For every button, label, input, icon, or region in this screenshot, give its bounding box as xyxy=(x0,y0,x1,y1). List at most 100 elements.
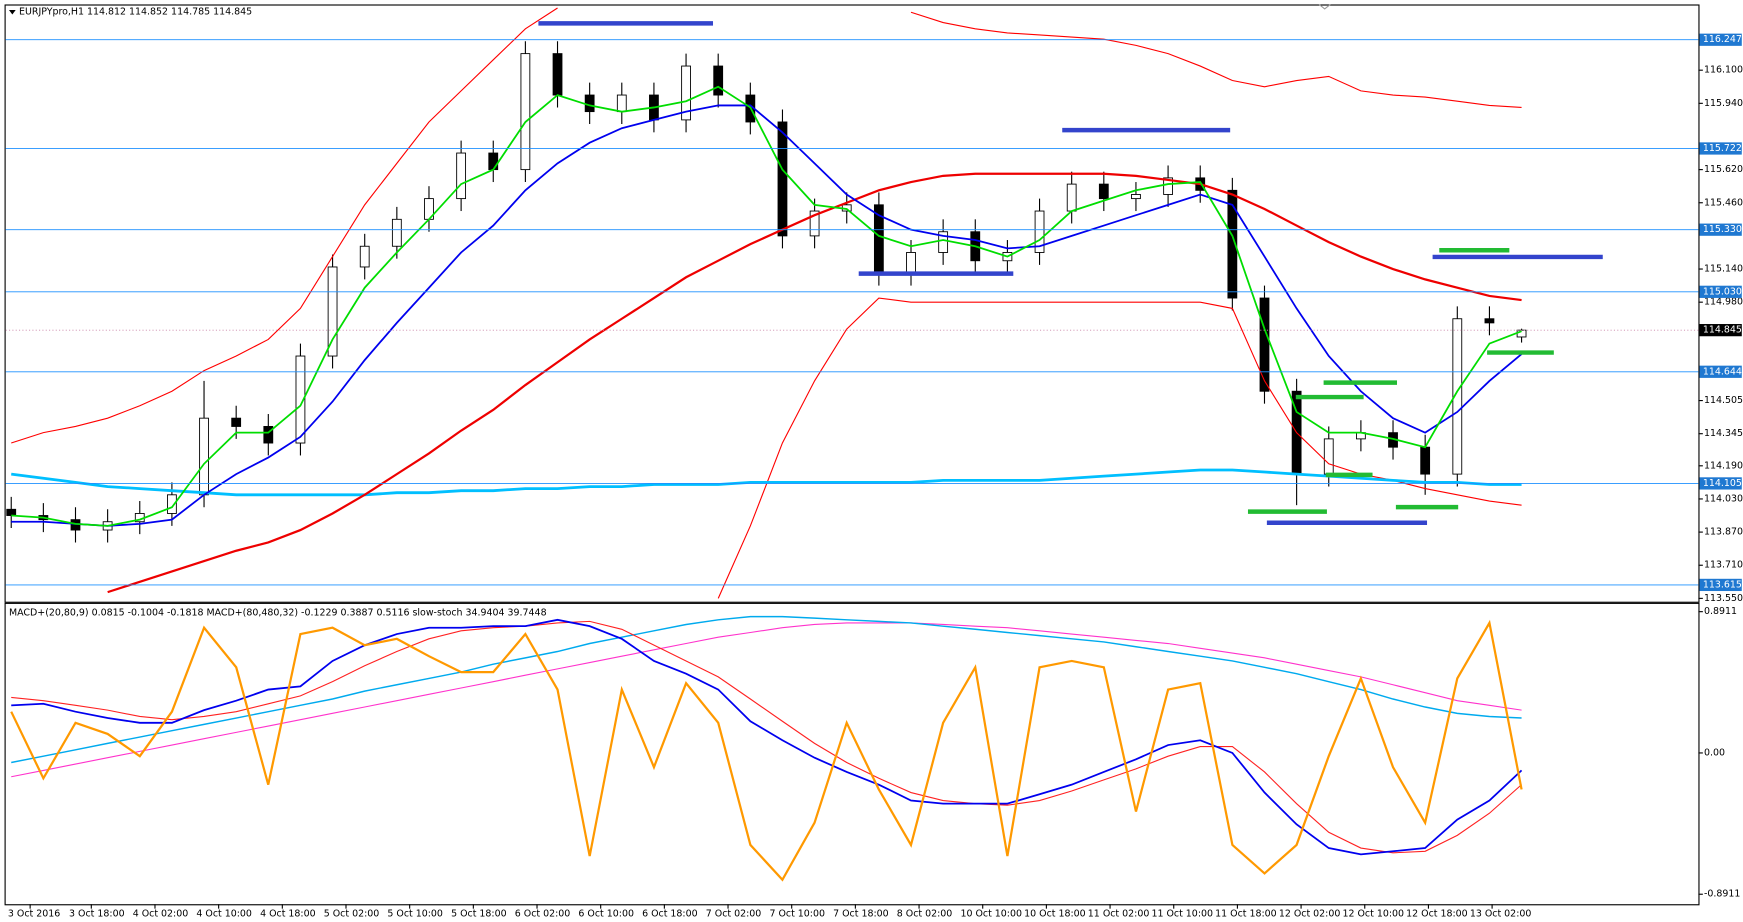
y-tick-label: 113.550 xyxy=(1704,593,1743,604)
x-tick-label: 6 Oct 10:00 xyxy=(578,909,634,920)
bid-label-box xyxy=(1699,324,1742,337)
y-tick-label: 116.100 xyxy=(1704,65,1743,76)
indicator-line xyxy=(11,622,1522,778)
x-tick-label: 12 Oct 10:00 xyxy=(1343,909,1405,920)
indicator-line xyxy=(910,11,1522,108)
candle-body xyxy=(295,355,306,444)
y-tick-label: 114.345 xyxy=(1704,428,1743,439)
y-tick-label: 115.620 xyxy=(1704,164,1743,175)
x-tick-label: 5 Oct 10:00 xyxy=(387,909,443,920)
y-tick-label: -0.8911 xyxy=(1704,889,1740,900)
y-tick-label: 115.940 xyxy=(1704,98,1743,109)
level-label-box xyxy=(1699,142,1742,155)
candle-body xyxy=(263,426,274,444)
level-label-box xyxy=(1699,223,1742,236)
x-tick-label: 12 Oct 18:00 xyxy=(1406,909,1468,920)
x-tick-label: 12 Oct 02:00 xyxy=(1279,909,1341,920)
x-tick-label: 10 Oct 18:00 xyxy=(1024,909,1086,920)
x-tick-label: 4 Oct 10:00 xyxy=(196,909,252,920)
indicator-line xyxy=(10,619,1523,882)
indicator-line xyxy=(11,618,1523,856)
candle-body xyxy=(231,417,242,427)
candle-body xyxy=(1420,446,1431,475)
candle-body xyxy=(616,94,627,113)
y-tick-label: 114.190 xyxy=(1704,460,1743,471)
chart-title: EURJPYpro,H1 114.812 114.852 114.785 114… xyxy=(19,7,252,18)
indicator-panel-frame xyxy=(4,602,1700,906)
candle-body xyxy=(1098,183,1109,200)
x-tick-label: 8 Oct 02:00 xyxy=(897,909,953,920)
level-label: 114.105 xyxy=(1703,478,1742,489)
candle-body xyxy=(456,152,467,200)
level-label: 115.030 xyxy=(1703,286,1742,297)
x-tick-label: 5 Oct 02:00 xyxy=(324,909,380,920)
candle-body xyxy=(391,218,402,247)
level-label-box xyxy=(1699,477,1742,490)
level-label: 116.247 xyxy=(1703,34,1742,45)
candle-body xyxy=(1163,177,1173,195)
x-tick-label: 7 Oct 10:00 xyxy=(769,909,825,920)
y-tick-label: 114.980 xyxy=(1704,297,1743,308)
x-tick-label: 4 Oct 18:00 xyxy=(260,909,316,920)
level-label-box xyxy=(1699,285,1742,298)
x-tick-label: 6 Oct 02:00 xyxy=(515,909,571,920)
level-label: 114.644 xyxy=(1703,366,1742,377)
indicator-line xyxy=(11,468,1522,497)
y-tick-label: 114.505 xyxy=(1704,395,1743,406)
indicator-line xyxy=(11,104,1523,527)
candle-body xyxy=(938,231,949,253)
y-tick-label: 115.460 xyxy=(1704,197,1743,208)
candle-body xyxy=(6,508,17,516)
level-label: 115.330 xyxy=(1703,224,1742,235)
plot: 116.100 115.940 115.620 115.460 115.140 114.9… xyxy=(5,7,1743,920)
y-tick-label: 115.140 xyxy=(1704,264,1743,275)
annotations xyxy=(538,21,1603,525)
candle-body xyxy=(1066,183,1077,212)
candle-body xyxy=(681,65,691,121)
candle-body xyxy=(488,152,499,171)
level-label: 113.615 xyxy=(1703,579,1742,590)
shift-marker xyxy=(1318,4,1331,10)
candle-body xyxy=(906,252,916,274)
candle-body xyxy=(520,53,531,171)
x-tick-label: 7 Oct 02:00 xyxy=(706,909,762,920)
x-tick-label: 11 Oct 18:00 xyxy=(1215,909,1277,920)
x-tick-label: 10 Oct 10:00 xyxy=(960,909,1022,920)
indicator-title: MACD+(20,80,9) 0.0815 -0.1004 -0.1818 MA… xyxy=(9,607,547,618)
candle-body xyxy=(809,210,820,237)
menu-arrow xyxy=(9,10,16,15)
y-tick-label: 0.8911 xyxy=(1704,606,1737,617)
candle-body xyxy=(1452,318,1463,475)
indicator-line xyxy=(11,615,1522,764)
level-label-box xyxy=(1699,365,1742,378)
x-tick-label: 3 Oct 2016 xyxy=(8,909,60,920)
price-plot xyxy=(6,7,1527,599)
level-label: 115.722 xyxy=(1703,143,1742,154)
y-tick-label: 113.710 xyxy=(1704,560,1743,571)
x-tick-label: 11 Oct 10:00 xyxy=(1151,909,1213,920)
level-label-box xyxy=(1699,33,1742,46)
y-tick-label: 114.030 xyxy=(1704,493,1743,504)
x-tick-label: 13 Oct 02:00 xyxy=(1470,909,1532,920)
price-panel-frame xyxy=(4,4,1700,603)
candle-body xyxy=(167,494,177,514)
candle-body xyxy=(1516,329,1527,338)
bid-label: 114.845 xyxy=(1703,325,1742,336)
level-label-box xyxy=(1699,578,1742,592)
candle-body xyxy=(359,245,370,268)
indicator-line xyxy=(11,85,1522,527)
candle-body xyxy=(1484,318,1495,324)
x-tick-label: 6 Oct 18:00 xyxy=(642,909,698,920)
y-tick-label: 0.00 xyxy=(1704,747,1725,758)
candle-body xyxy=(552,53,563,96)
candle-body xyxy=(713,65,724,96)
y-tick-label: 113.870 xyxy=(1704,527,1743,538)
indicator-line xyxy=(107,172,1522,594)
candle-body xyxy=(1323,438,1334,475)
x-tick-label: 3 Oct 18:00 xyxy=(69,909,125,920)
x-tick-label: 11 Oct 02:00 xyxy=(1088,909,1150,920)
x-tick-label: 7 Oct 18:00 xyxy=(833,909,889,920)
x-tick-label: 4 Oct 02:00 xyxy=(133,909,189,920)
